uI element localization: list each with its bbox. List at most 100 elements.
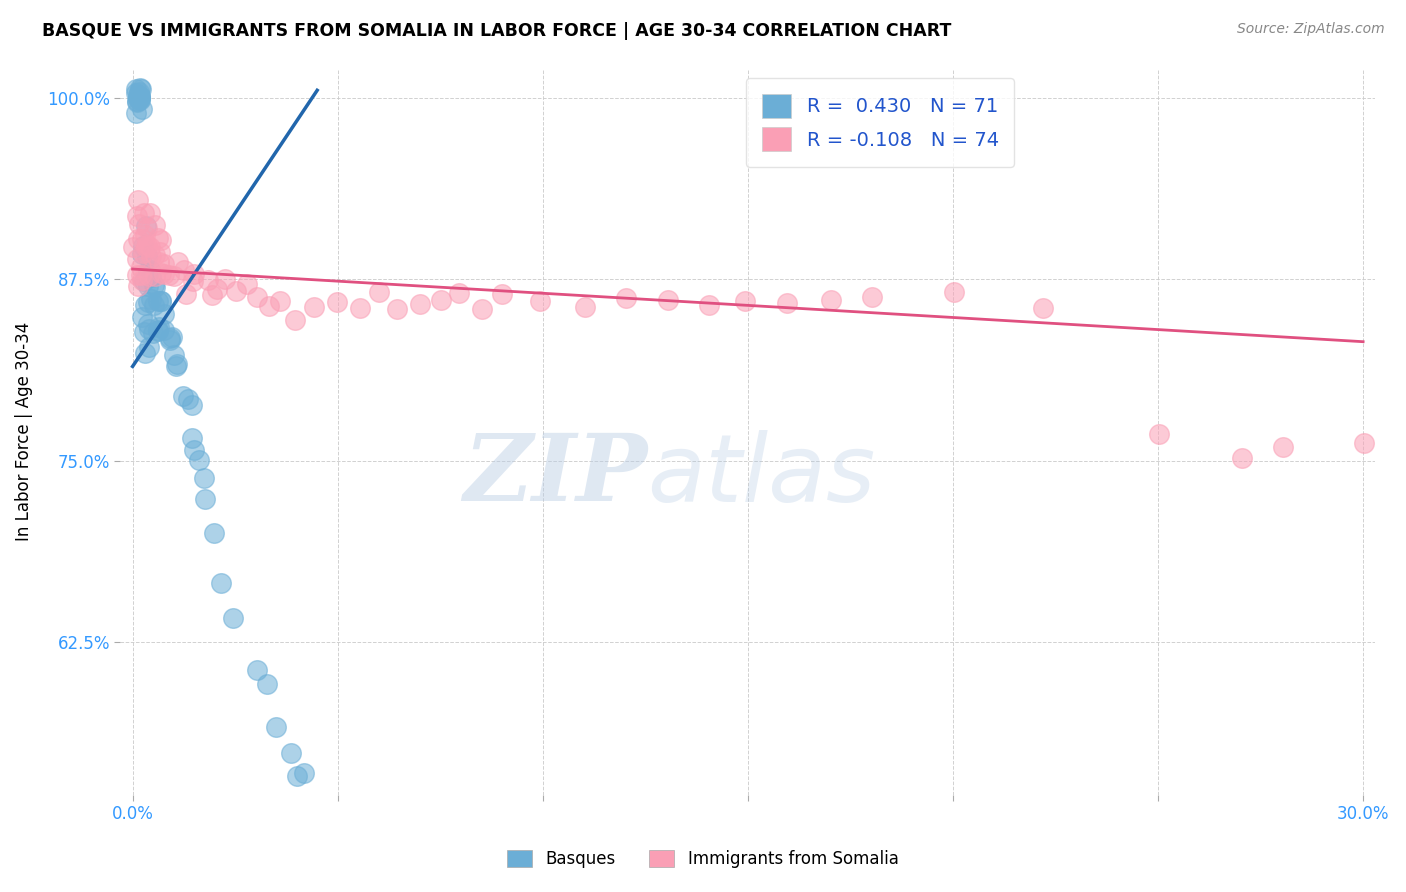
Point (134, 240, 156, 254)
Point (139, 263, 162, 277)
Point (302, 300, 325, 314)
Point (614, 291, 637, 305)
Point (264, 720, 287, 734)
Point (122, 240, 145, 254)
Point (149, 245, 172, 260)
Point (128, 94, 150, 108)
Point (149, 233, 172, 247)
Point (430, 293, 453, 308)
Point (148, 255, 170, 269)
Point (127, 91, 149, 105)
Y-axis label: In Labor Force | Age 30-34: In Labor Force | Age 30-34 (15, 322, 32, 541)
Point (145, 247, 167, 261)
Point (183, 267, 205, 281)
Point (146, 231, 169, 245)
Point (197, 273, 219, 287)
Point (225, 284, 247, 298)
Point (657, 293, 679, 307)
Point (697, 297, 720, 311)
Point (257, 299, 280, 313)
Point (139, 240, 162, 254)
Point (132, 239, 155, 253)
Point (138, 322, 160, 336)
Point (128, 88, 150, 103)
Point (269, 294, 291, 309)
Point (125, 94, 148, 108)
Point (943, 285, 966, 299)
Point (127, 92, 149, 106)
Point (326, 295, 349, 310)
Point (132, 326, 155, 340)
Point (125, 81, 148, 95)
Point (125, 86, 148, 100)
Point (447, 285, 470, 300)
Point (202, 526, 225, 541)
Point (150, 266, 173, 280)
Point (128, 90, 150, 104)
Point (128, 92, 150, 106)
Point (139, 269, 162, 284)
Point (177, 392, 200, 407)
Point (131, 273, 153, 287)
Point (734, 293, 756, 308)
Point (860, 290, 883, 304)
Point (157, 268, 180, 282)
Point (153, 323, 176, 337)
Point (181, 398, 204, 412)
Point (142, 297, 165, 311)
Point (776, 296, 799, 310)
Point (131, 260, 153, 274)
Point (134, 274, 156, 288)
Point (135, 221, 157, 235)
Text: ZIP: ZIP (463, 430, 647, 520)
Point (128, 85, 150, 99)
Point (201, 288, 224, 302)
Point (214, 272, 236, 286)
Point (143, 280, 166, 294)
Point (163, 268, 186, 283)
Point (368, 285, 391, 299)
Point (131, 82, 153, 96)
Point (127, 232, 149, 246)
Point (385, 302, 408, 317)
Point (136, 279, 159, 293)
Point (135, 219, 157, 234)
Point (127, 95, 149, 110)
Point (150, 293, 173, 308)
Point (148, 324, 170, 338)
Point (125, 105, 148, 120)
Point (256, 677, 278, 691)
Point (136, 238, 159, 252)
Text: atlas: atlas (647, 430, 876, 521)
Point (127, 279, 149, 293)
Point (181, 431, 204, 445)
Point (287, 769, 309, 783)
Point (205, 282, 228, 296)
Point (148, 319, 170, 334)
Point (127, 88, 149, 103)
Point (143, 268, 166, 283)
Point (159, 331, 181, 345)
Point (141, 249, 163, 263)
Point (153, 307, 176, 321)
Point (146, 323, 169, 337)
Point (820, 293, 842, 308)
Point (159, 333, 181, 347)
Point (134, 298, 156, 312)
Point (1353, 436, 1375, 450)
Point (138, 340, 160, 354)
Point (127, 268, 149, 282)
Point (246, 289, 269, 303)
Point (131, 102, 153, 116)
Point (529, 293, 551, 308)
Point (131, 268, 153, 282)
Point (139, 292, 162, 306)
Legend: R =  0.430   N = 71, R = -0.108   N = 74: R = 0.430 N = 71, R = -0.108 N = 74 (747, 78, 1014, 167)
Point (1032, 301, 1054, 316)
Point (174, 286, 197, 301)
Text: Source: ZipAtlas.com: Source: ZipAtlas.com (1237, 22, 1385, 37)
Point (131, 247, 153, 261)
Point (127, 209, 149, 223)
Point (127, 194, 149, 208)
Point (172, 389, 194, 403)
